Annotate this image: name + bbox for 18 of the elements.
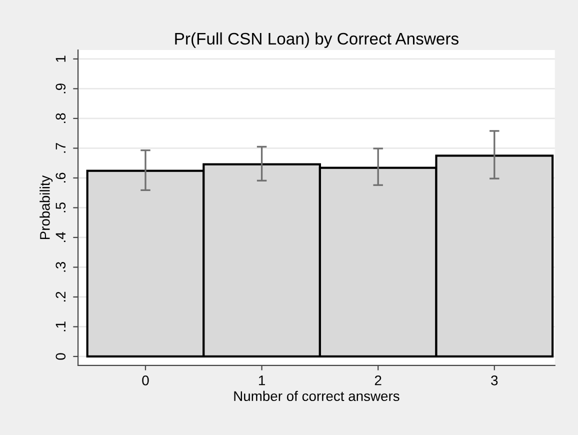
y-tick-label: .4 bbox=[56, 232, 66, 242]
y-tick-label: .9 bbox=[56, 84, 66, 94]
y-tick-label: .7 bbox=[56, 143, 66, 153]
y-tick-label: .1 bbox=[56, 322, 66, 332]
y-tick-label: .5 bbox=[56, 202, 66, 212]
y-tick-label: 0 bbox=[56, 353, 66, 360]
y-tick-label: .8 bbox=[56, 113, 66, 123]
y-tick-label: .2 bbox=[56, 292, 66, 302]
x-axis-title: Number of correct answers bbox=[234, 390, 400, 402]
y-tick-label: .3 bbox=[56, 262, 66, 272]
x-tick-label: 1 bbox=[258, 376, 265, 386]
x-tick-label: 2 bbox=[374, 375, 382, 386]
x-tick-label: 3 bbox=[491, 375, 498, 386]
y-tick-label: .6 bbox=[56, 172, 66, 182]
chart-title: Pr(Full CSN Loan) by Correct Answers bbox=[175, 32, 458, 48]
x-tick-label: 0 bbox=[142, 375, 149, 386]
y-axis-title: Probability bbox=[40, 175, 53, 239]
y-tick-label: 1 bbox=[56, 56, 66, 62]
